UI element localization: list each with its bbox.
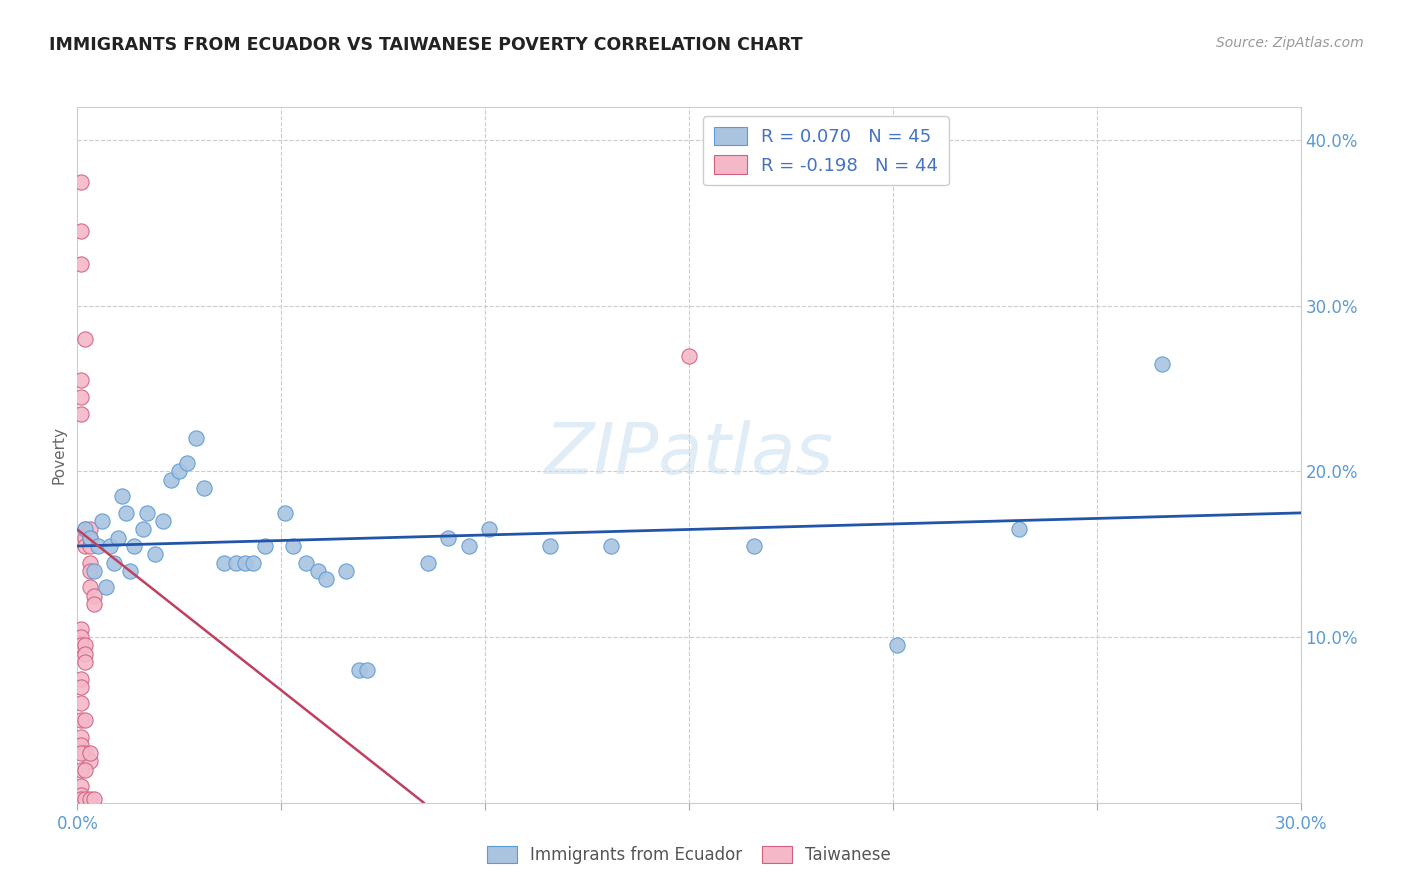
Point: [70, 788, 93, 802]
Point: [347, 663, 370, 677]
Point: [131, 523, 153, 537]
Point: [478, 523, 501, 537]
Point: [94, 581, 117, 595]
Point: [79, 556, 101, 570]
Point: [83, 597, 105, 611]
Point: [70, 779, 93, 793]
Point: [169, 465, 191, 479]
Point: [135, 506, 157, 520]
Point: [538, 539, 561, 553]
Point: [176, 456, 198, 470]
Point: [75, 523, 97, 537]
Point: [75, 713, 97, 727]
Point: [457, 539, 479, 553]
Point: [70, 257, 93, 271]
Point: [233, 556, 256, 570]
Point: [70, 672, 93, 686]
Point: [70, 407, 93, 421]
Point: [79, 792, 101, 806]
Point: [193, 481, 215, 495]
Point: [184, 431, 207, 445]
Point: [212, 556, 235, 570]
Point: [315, 572, 337, 586]
Point: [600, 539, 623, 553]
Point: [75, 332, 97, 346]
Text: Source: ZipAtlas.com: Source: ZipAtlas.com: [1216, 36, 1364, 50]
Point: [1150, 357, 1173, 371]
Point: [283, 539, 305, 553]
Point: [70, 746, 93, 760]
Point: [115, 506, 138, 520]
Text: ZIPatlas: ZIPatlas: [544, 420, 834, 490]
Point: [83, 564, 105, 578]
Point: [107, 531, 129, 545]
Text: IMMIGRANTS FROM ECUADOR VS TAIWANESE POVERTY CORRELATION CHART: IMMIGRANTS FROM ECUADOR VS TAIWANESE POV…: [49, 36, 803, 54]
Point: [253, 539, 276, 553]
Y-axis label: Poverty: Poverty: [51, 425, 66, 484]
Point: [75, 763, 97, 777]
Point: [274, 506, 297, 520]
Point: [356, 663, 378, 677]
Point: [124, 539, 146, 553]
Point: [678, 349, 700, 363]
Point: [70, 622, 93, 636]
Point: [120, 564, 142, 578]
Point: [70, 680, 93, 694]
Point: [70, 630, 93, 644]
Point: [79, 539, 101, 553]
Point: [111, 489, 134, 503]
Point: [75, 523, 97, 537]
Point: [70, 175, 93, 189]
Point: [75, 746, 97, 760]
Point: [70, 697, 93, 711]
Point: [83, 792, 105, 806]
Point: [437, 531, 460, 545]
Point: [70, 639, 93, 653]
Point: [1008, 523, 1031, 537]
Point: [75, 655, 97, 669]
Point: [75, 539, 97, 553]
Point: [416, 556, 439, 570]
Point: [98, 539, 121, 553]
Legend: Immigrants from Ecuador, Taiwanese: Immigrants from Ecuador, Taiwanese: [479, 839, 898, 871]
Point: [70, 713, 93, 727]
Point: [75, 647, 97, 661]
Point: [70, 792, 93, 806]
Point: [87, 539, 110, 553]
Point: [79, 746, 101, 760]
Point: [75, 639, 97, 653]
Point: [742, 539, 765, 553]
Point: [103, 556, 125, 570]
Point: [225, 556, 247, 570]
Point: [143, 547, 166, 561]
Point: [70, 730, 93, 744]
Point: [79, 523, 101, 537]
Point: [70, 763, 93, 777]
Point: [83, 589, 105, 603]
Point: [70, 373, 93, 387]
Point: [886, 639, 908, 653]
Point: [79, 531, 101, 545]
Point: [294, 556, 316, 570]
Point: [152, 514, 174, 528]
Point: [79, 581, 101, 595]
Point: [75, 792, 97, 806]
Point: [70, 738, 93, 752]
Point: [160, 473, 183, 487]
Point: [307, 564, 329, 578]
Point: [70, 224, 93, 238]
Point: [335, 564, 357, 578]
Point: [79, 755, 101, 769]
Point: [75, 531, 97, 545]
Point: [70, 390, 93, 404]
Point: [90, 514, 112, 528]
Point: [79, 531, 101, 545]
Point: [242, 556, 264, 570]
Point: [79, 564, 101, 578]
